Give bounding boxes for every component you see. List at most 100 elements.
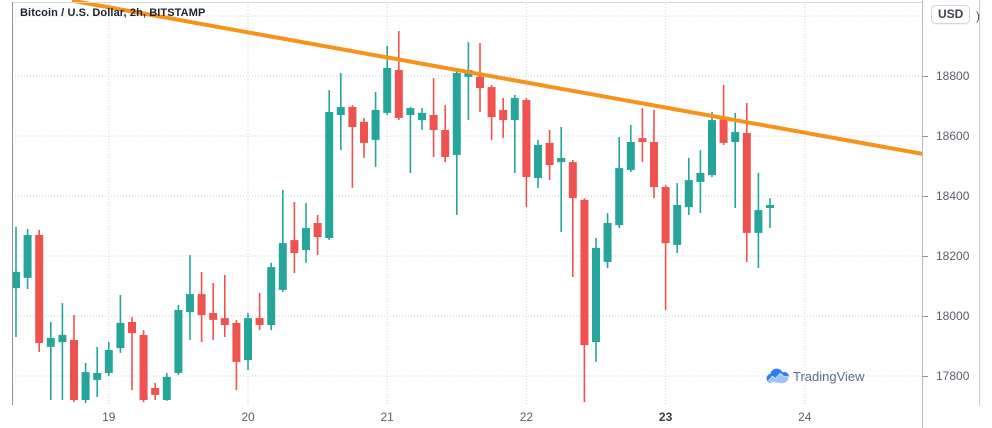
chart-title: Bitcoin / U.S. Dollar, 2h, BITSTAMP xyxy=(20,7,206,19)
tradingview-logo-text: TradingView xyxy=(793,368,865,384)
candle-bearish xyxy=(139,334,148,400)
candle-bullish xyxy=(325,112,334,238)
candle-bearish xyxy=(650,142,658,187)
candle-wick xyxy=(641,108,644,163)
price-axis-tick xyxy=(923,256,928,257)
candle-wick xyxy=(258,292,261,331)
candle-wick xyxy=(351,105,354,188)
candle-bullish xyxy=(696,172,705,182)
candle-bullish xyxy=(510,97,519,121)
left-border xyxy=(12,2,13,405)
price-axis-tick xyxy=(923,376,928,377)
candle-bearish xyxy=(476,76,484,88)
candle-bullish xyxy=(534,145,542,178)
candle-bearish xyxy=(360,121,368,143)
candle-bearish xyxy=(522,100,531,178)
candle-bullish xyxy=(81,372,90,400)
candle-bullish xyxy=(557,157,566,163)
candle-bullish xyxy=(754,210,763,233)
candle-bearish xyxy=(313,223,322,238)
candle-bullish xyxy=(371,109,380,140)
candle-bullish xyxy=(766,205,774,208)
candle-bullish xyxy=(116,322,125,349)
candle-bullish xyxy=(267,267,276,325)
candle-bearish xyxy=(209,313,218,320)
price-axis-label: 18000 xyxy=(936,309,970,323)
candle-bullish xyxy=(406,108,415,115)
candle-bullish xyxy=(93,373,102,380)
candle-bearish xyxy=(70,340,78,400)
time-axis-label: 22 xyxy=(519,410,534,424)
price-axis-inner-separator xyxy=(979,0,980,406)
candlestick-plot-area[interactable] xyxy=(0,0,922,428)
candle-bullish xyxy=(684,180,693,208)
candle-bearish xyxy=(220,318,229,325)
candle-bearish xyxy=(441,130,450,157)
time-axis-label: 23 xyxy=(658,410,673,424)
trendline[interactable] xyxy=(72,0,922,156)
candle-wick xyxy=(560,127,562,232)
candle-bearish xyxy=(580,199,589,346)
candle-wick xyxy=(131,316,133,391)
price-axis-label: 18800 xyxy=(936,69,970,83)
candle-bullish xyxy=(418,112,426,121)
price-axis-label: 18600 xyxy=(936,129,970,143)
candle-bullish xyxy=(603,223,612,262)
candle-bullish xyxy=(104,349,113,373)
candle-bullish xyxy=(592,247,600,343)
candle-wick xyxy=(61,303,64,400)
price-axis-label: 17800 xyxy=(936,369,970,383)
candle-bullish xyxy=(278,243,287,290)
candle-bullish xyxy=(244,318,252,361)
price-axis-label: 18400 xyxy=(936,189,970,203)
time-axis-label: 24 xyxy=(798,410,812,424)
price-axis-tick xyxy=(923,316,928,317)
candle-bearish xyxy=(742,133,751,233)
candle-wick xyxy=(467,42,470,121)
candle-bearish xyxy=(487,87,496,118)
candle-wick xyxy=(96,346,98,397)
candle-bullish xyxy=(626,142,635,170)
axis-suffix-char: ) xyxy=(976,9,980,23)
top-border xyxy=(12,2,922,3)
candle-wick xyxy=(514,94,516,173)
candle-bullish xyxy=(336,106,345,115)
candle-wick xyxy=(212,283,214,340)
currency-toggle-button[interactable]: USD xyxy=(931,5,971,24)
time-axis[interactable]: 19 20 21 22 23 24 xyxy=(0,405,922,428)
time-axis-label: 19 xyxy=(102,410,116,424)
candle-wick xyxy=(734,112,736,208)
candle-bullish xyxy=(162,376,171,400)
price-axis-tick xyxy=(923,196,928,197)
candle-wick xyxy=(282,190,284,292)
candle-bullish xyxy=(58,334,67,343)
candle-bearish xyxy=(35,235,44,343)
candle-bearish xyxy=(232,322,241,362)
candle-bullish xyxy=(46,337,55,347)
price-axis-tick xyxy=(923,76,928,77)
candle-wick xyxy=(409,106,412,173)
candle-bullish xyxy=(731,132,740,142)
candle-bearish xyxy=(568,162,577,199)
candle-bearish xyxy=(638,138,647,142)
candle-bearish xyxy=(151,388,160,395)
candle-wick xyxy=(664,184,667,310)
price-axis-label: 18200 xyxy=(936,249,970,263)
candle-bearish xyxy=(197,294,206,316)
price-axis[interactable]: USD ) 18800 18600 18400 18200 18000 17800 xyxy=(922,0,992,428)
candle-wick xyxy=(572,160,574,277)
price-axis-tick xyxy=(923,136,928,137)
candle-bearish xyxy=(394,70,403,118)
candle-bullish xyxy=(302,228,310,250)
candle-bullish xyxy=(673,205,682,245)
candle-bullish xyxy=(708,120,716,175)
candle-bearish xyxy=(661,187,670,244)
candle-bullish xyxy=(174,310,183,373)
candle-wick xyxy=(224,274,226,337)
candle-bearish xyxy=(719,118,728,143)
candle-wick xyxy=(769,198,771,229)
tradingview-logo[interactable]: TradingView xyxy=(766,368,865,384)
candle-wick xyxy=(293,202,296,274)
candle-bullish xyxy=(615,168,624,226)
